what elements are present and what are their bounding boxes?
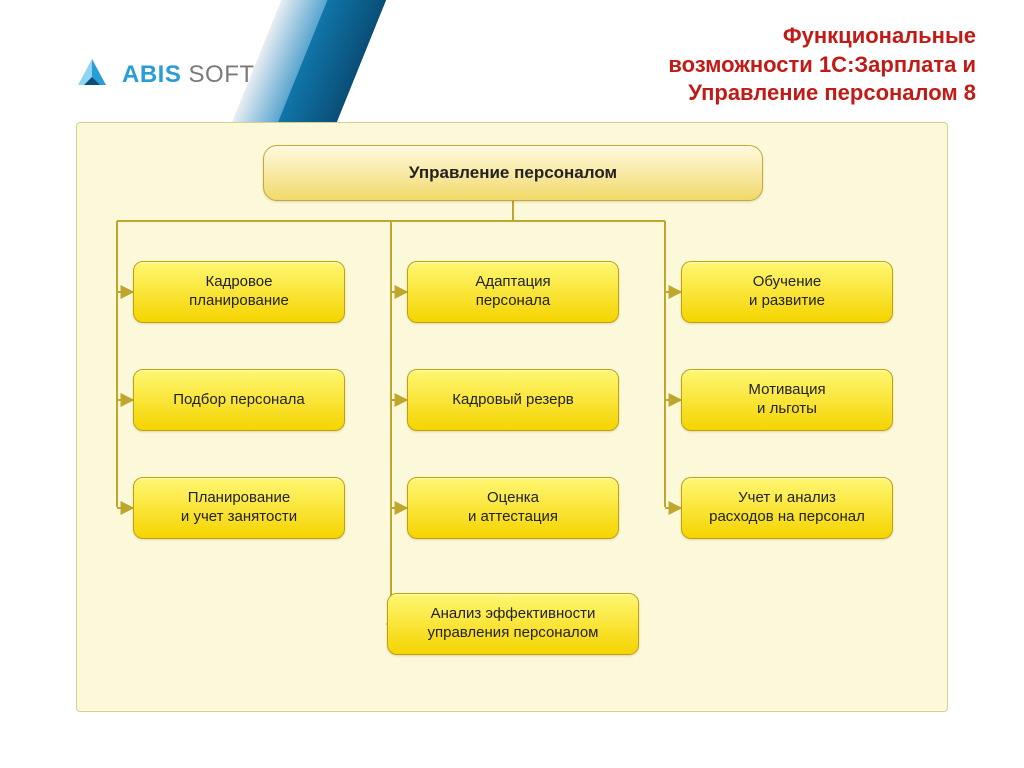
brand-text: ABIS SOFT [122,61,255,89]
node-n1: Кадровое планирование [133,261,345,323]
node-n4: Подбор персонала [133,369,345,431]
node-root: Управление персоналом [263,145,763,201]
node-n5: Кадровый резерв [407,369,619,431]
node-n10: Анализ эффективности управления персонал… [387,593,639,655]
brand-logo: ABIS SOFT [72,55,255,95]
node-n2: Адаптация персонала [407,261,619,323]
node-n6: Мотивация и льготы [681,369,893,431]
node-n7: Планирование и учет занятости [133,477,345,539]
slide-title: Функциональные возможности 1С:Зарплата и… [668,22,976,108]
node-n9: Учет и анализ расходов на персонал [681,477,893,539]
node-n8: Оценка и аттестация [407,477,619,539]
diagram-canvas: Управление персоналом Кадровое планирован… [76,122,948,712]
abis-logo-icon [72,55,112,95]
node-n3: Обучение и развитие [681,261,893,323]
